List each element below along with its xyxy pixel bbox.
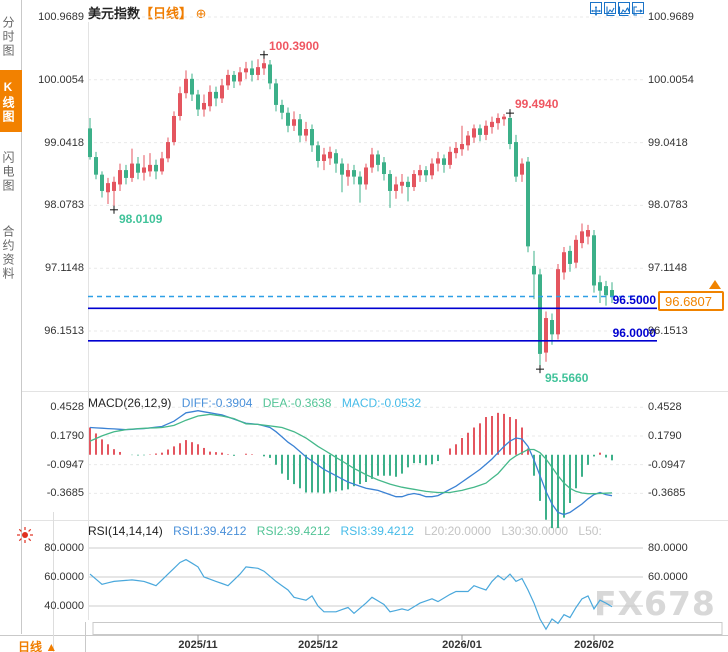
macd-axis-label: 0.4528 xyxy=(50,401,84,414)
low-price-annotation: 98.0109 xyxy=(119,211,163,226)
rsi2-value: RSI2:39.4212 xyxy=(256,524,331,538)
rsi3-value: RSI3:39.4212 xyxy=(340,524,414,538)
exit-chart-icon[interactable] xyxy=(632,2,644,16)
chart-toolbar xyxy=(590,2,644,17)
rsi-axis-label: 80.0000 xyxy=(44,542,84,554)
macd-axis-label-right: -0.3685 xyxy=(648,487,686,500)
macd-dea-value: DEA:-0.3638 xyxy=(262,396,332,410)
resistance-level-label: 96.5000 xyxy=(612,293,656,307)
rsi-axis-label: 60.0000 xyxy=(44,571,84,583)
sidebar-tab-time-chart[interactable]: 分时图 xyxy=(1,16,15,58)
macd-title: MACD(26,12,9) xyxy=(88,396,172,410)
last-price-box: 96.6807 xyxy=(658,291,724,311)
sidebar-tab-lightning-chart[interactable]: 闪电图 xyxy=(1,151,15,193)
axis-zoom-left-icon[interactable] xyxy=(604,2,616,17)
y-axis-label-right: 96.1513 xyxy=(648,324,688,337)
period-dropdown-arrow-icon: ▲ xyxy=(45,640,58,652)
fx678-watermark: FX678 xyxy=(594,584,716,623)
x-axis-label: 2025/12 xyxy=(298,639,338,651)
period-selector-label: 日线 xyxy=(18,640,43,652)
y-axis-label-right: 98.0783 xyxy=(648,199,688,212)
x-axis-label: 2026/01 xyxy=(442,639,482,651)
y-axis-label-right: 100.0054 xyxy=(648,73,694,86)
crosshair-move-icon[interactable] xyxy=(590,2,602,16)
zoom-scroll-strip[interactable] xyxy=(92,622,723,635)
high-price-annotation: 100.3900 xyxy=(269,38,320,53)
y-axis-label: 100.0054 xyxy=(38,73,84,86)
macd-header: MACD(26,12,9) DIFF:-0.3904 DEA:-0.3638 M… xyxy=(88,396,648,410)
axis-zoom-bottom-icon[interactable] xyxy=(618,2,630,17)
rsi-header: RSI(14,14,14) RSI1:39.4212 RSI2:39.4212 … xyxy=(88,524,646,538)
macd-axis-label-right: 0.1790 xyxy=(648,430,682,442)
y-axis-label-right: 97.1148 xyxy=(648,262,687,275)
low-price-annotation: 95.5660 xyxy=(545,371,589,386)
macd-axis-label-right: -0.0947 xyxy=(648,458,686,471)
y-axis-label: 99.0418 xyxy=(44,136,84,149)
y-axis-label: 96.1513 xyxy=(44,324,84,337)
rsi-axis-label: 40.0000 xyxy=(44,600,84,612)
rsi-axis-label-right: 60.0000 xyxy=(648,571,688,583)
macd-diff-value: DIFF:-0.3904 xyxy=(181,396,253,410)
sidebar-tab-contract-info[interactable]: 合约资料 xyxy=(1,225,15,281)
x-axis-label: 2025/11 xyxy=(178,639,218,651)
left-sidebar: 分时图 K线图 闪电图 合约资料 xyxy=(0,0,22,634)
x-axis-label: 2026/02 xyxy=(574,639,614,651)
add-indicator-icon[interactable]: ⊕ xyxy=(195,6,207,21)
macd-axis-label: 0.1790 xyxy=(50,430,84,442)
period-selector[interactable]: 日线 ▲ xyxy=(18,638,57,652)
rsi1-value: RSI1:39.4212 xyxy=(173,524,247,538)
y-axis-label-right: 99.0418 xyxy=(648,136,688,149)
macd-axis-label: -0.3685 xyxy=(46,487,84,500)
high-price-annotation: 99.4940 xyxy=(515,97,559,112)
macd-axis-label-right: 0.4528 xyxy=(648,401,682,414)
price-up-arrow-icon xyxy=(709,280,721,289)
macd-axis-label: -0.0947 xyxy=(46,458,84,471)
rsi-l20-value: L20:20.0000 xyxy=(424,524,491,538)
y-axis-label: 97.1148 xyxy=(45,262,84,275)
y-axis-label: 98.0783 xyxy=(44,199,84,212)
macd-value: MACD:-0.0532 xyxy=(341,396,422,410)
y-axis-label: 100.9689 xyxy=(38,11,84,23)
rsi-l50-value: L50: xyxy=(578,524,602,538)
y-axis-label-right: 100.9689 xyxy=(648,11,694,23)
rsi-title: RSI(14,14,14) xyxy=(88,524,163,538)
live-blink-icon xyxy=(17,527,33,543)
sidebar-tab-kline-chart[interactable]: K线图 xyxy=(0,70,22,132)
rsi-axis-label-right: 80.0000 xyxy=(648,542,688,554)
support-level-label: 96.0000 xyxy=(612,326,656,340)
